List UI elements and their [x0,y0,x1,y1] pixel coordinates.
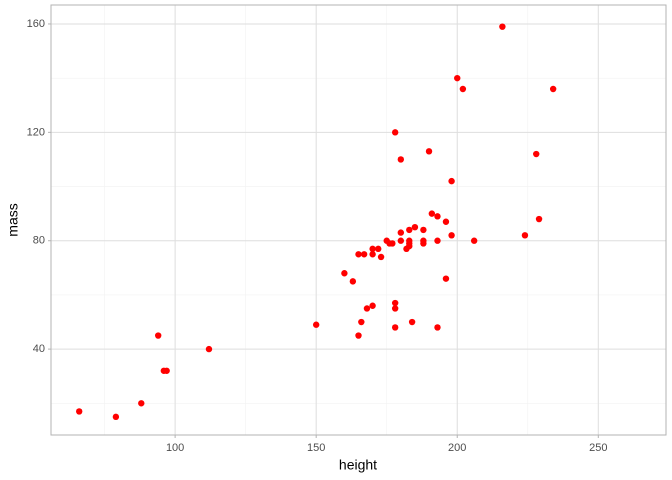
point [434,213,441,220]
x-tick-label: 150 [307,442,325,454]
point [369,251,376,258]
point [76,408,83,415]
point [499,23,506,30]
point [369,302,376,309]
y-axis-title: mass [5,203,21,236]
point [138,400,145,407]
point [408,318,416,326]
point [391,324,399,331]
point [377,253,385,261]
point [112,413,120,421]
x-tick-label: 100 [166,442,184,454]
point [434,324,441,331]
x-tick-label: 250 [589,442,607,454]
x-tick-label: 200 [448,442,466,454]
point [459,85,467,93]
point [397,237,405,244]
point [341,270,348,277]
point [420,240,427,247]
point [397,229,405,236]
point [470,237,478,244]
point [406,242,413,250]
point [369,245,376,253]
point [448,177,455,185]
point [434,237,441,244]
point [389,240,396,247]
point [442,218,450,225]
point [163,367,170,374]
point [549,85,557,93]
point [442,275,450,282]
point [535,215,543,223]
point [355,251,362,258]
point [406,226,413,234]
point [391,129,399,136]
point [420,226,427,234]
point [358,318,365,326]
point [521,232,529,239]
y-tick-label: 160 [27,18,45,30]
y-tick-label: 80 [33,235,45,247]
point [411,223,419,231]
point [375,245,382,253]
point [312,321,320,328]
point [360,251,368,258]
point [406,237,413,244]
point [363,305,371,312]
point [533,150,540,158]
panel-border [50,4,667,436]
point [391,299,399,307]
point [397,156,405,163]
point [425,148,433,155]
point [155,332,162,339]
x-axis-title: height [339,457,377,473]
point [428,210,436,217]
point [355,332,362,339]
y-tick-label: 120 [27,126,45,138]
point [448,232,455,239]
point [205,345,213,353]
point [454,74,461,82]
y-tick-label: 40 [33,343,45,355]
point [349,278,357,285]
point [391,305,399,312]
